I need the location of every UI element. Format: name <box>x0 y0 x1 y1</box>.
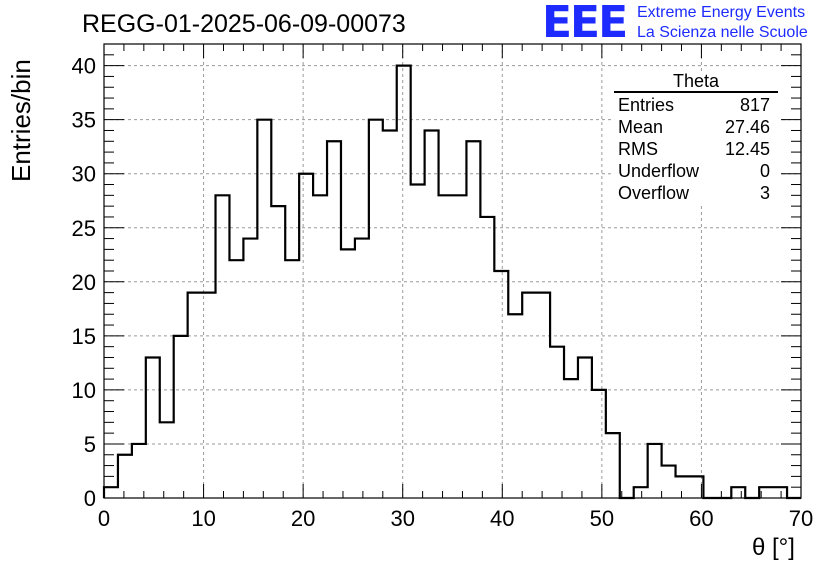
x-axis-label: θ [°] <box>752 534 795 562</box>
stats-label: Mean <box>618 116 663 138</box>
x-tick-label: 10 <box>191 506 215 531</box>
y-tick-label: 40 <box>72 54 96 79</box>
stats-value: 12.45 <box>725 138 770 160</box>
stats-row-mean: Mean 27.46 <box>612 116 780 138</box>
stats-box: Theta Entries 817 Mean 27.46 RMS 12.45 U… <box>612 71 780 204</box>
y-tick-label: 10 <box>72 378 96 403</box>
stats-label: Overflow <box>618 182 689 204</box>
x-tick-label: 60 <box>689 506 713 531</box>
stats-row-rms: RMS 12.45 <box>612 138 780 160</box>
stats-value: 817 <box>740 94 770 116</box>
x-tick-label: 50 <box>590 506 614 531</box>
x-tick-label: 20 <box>291 506 315 531</box>
x-tick-label: 0 <box>98 506 110 531</box>
x-tick-label: 40 <box>490 506 514 531</box>
stats-label: RMS <box>618 138 658 160</box>
y-tick-label: 25 <box>72 216 96 241</box>
stats-value: 3 <box>760 182 770 204</box>
eee-logo: EEE <box>542 0 626 46</box>
logo-line-2: La Scienza nelle Scuole <box>637 24 808 42</box>
y-tick-label: 5 <box>84 432 96 457</box>
y-tick-label: 20 <box>72 270 96 295</box>
stats-label: Entries <box>618 94 674 116</box>
stats-row-underflow: Underflow 0 <box>612 160 780 182</box>
y-axis-label: Entries/bin <box>6 59 37 182</box>
y-tick-label: 15 <box>72 324 96 349</box>
stats-value: 0 <box>760 160 770 182</box>
stats-divider <box>614 91 778 93</box>
y-tick-label: 30 <box>72 162 96 187</box>
stats-value: 27.46 <box>725 116 770 138</box>
stats-title: Theta <box>612 71 780 91</box>
x-tick-label: 70 <box>789 506 813 531</box>
y-tick-label: 35 <box>72 108 96 133</box>
logo-line-1: Extreme Energy Events <box>637 4 805 22</box>
stats-row-entries: Entries 817 <box>612 94 780 116</box>
y-tick-label: 0 <box>84 486 96 511</box>
chart-title: REGG-01-2025-06-09-00073 <box>82 10 406 39</box>
stats-row-overflow: Overflow 3 <box>612 182 780 204</box>
stats-label: Underflow <box>618 160 699 182</box>
x-tick-label: 30 <box>390 506 414 531</box>
